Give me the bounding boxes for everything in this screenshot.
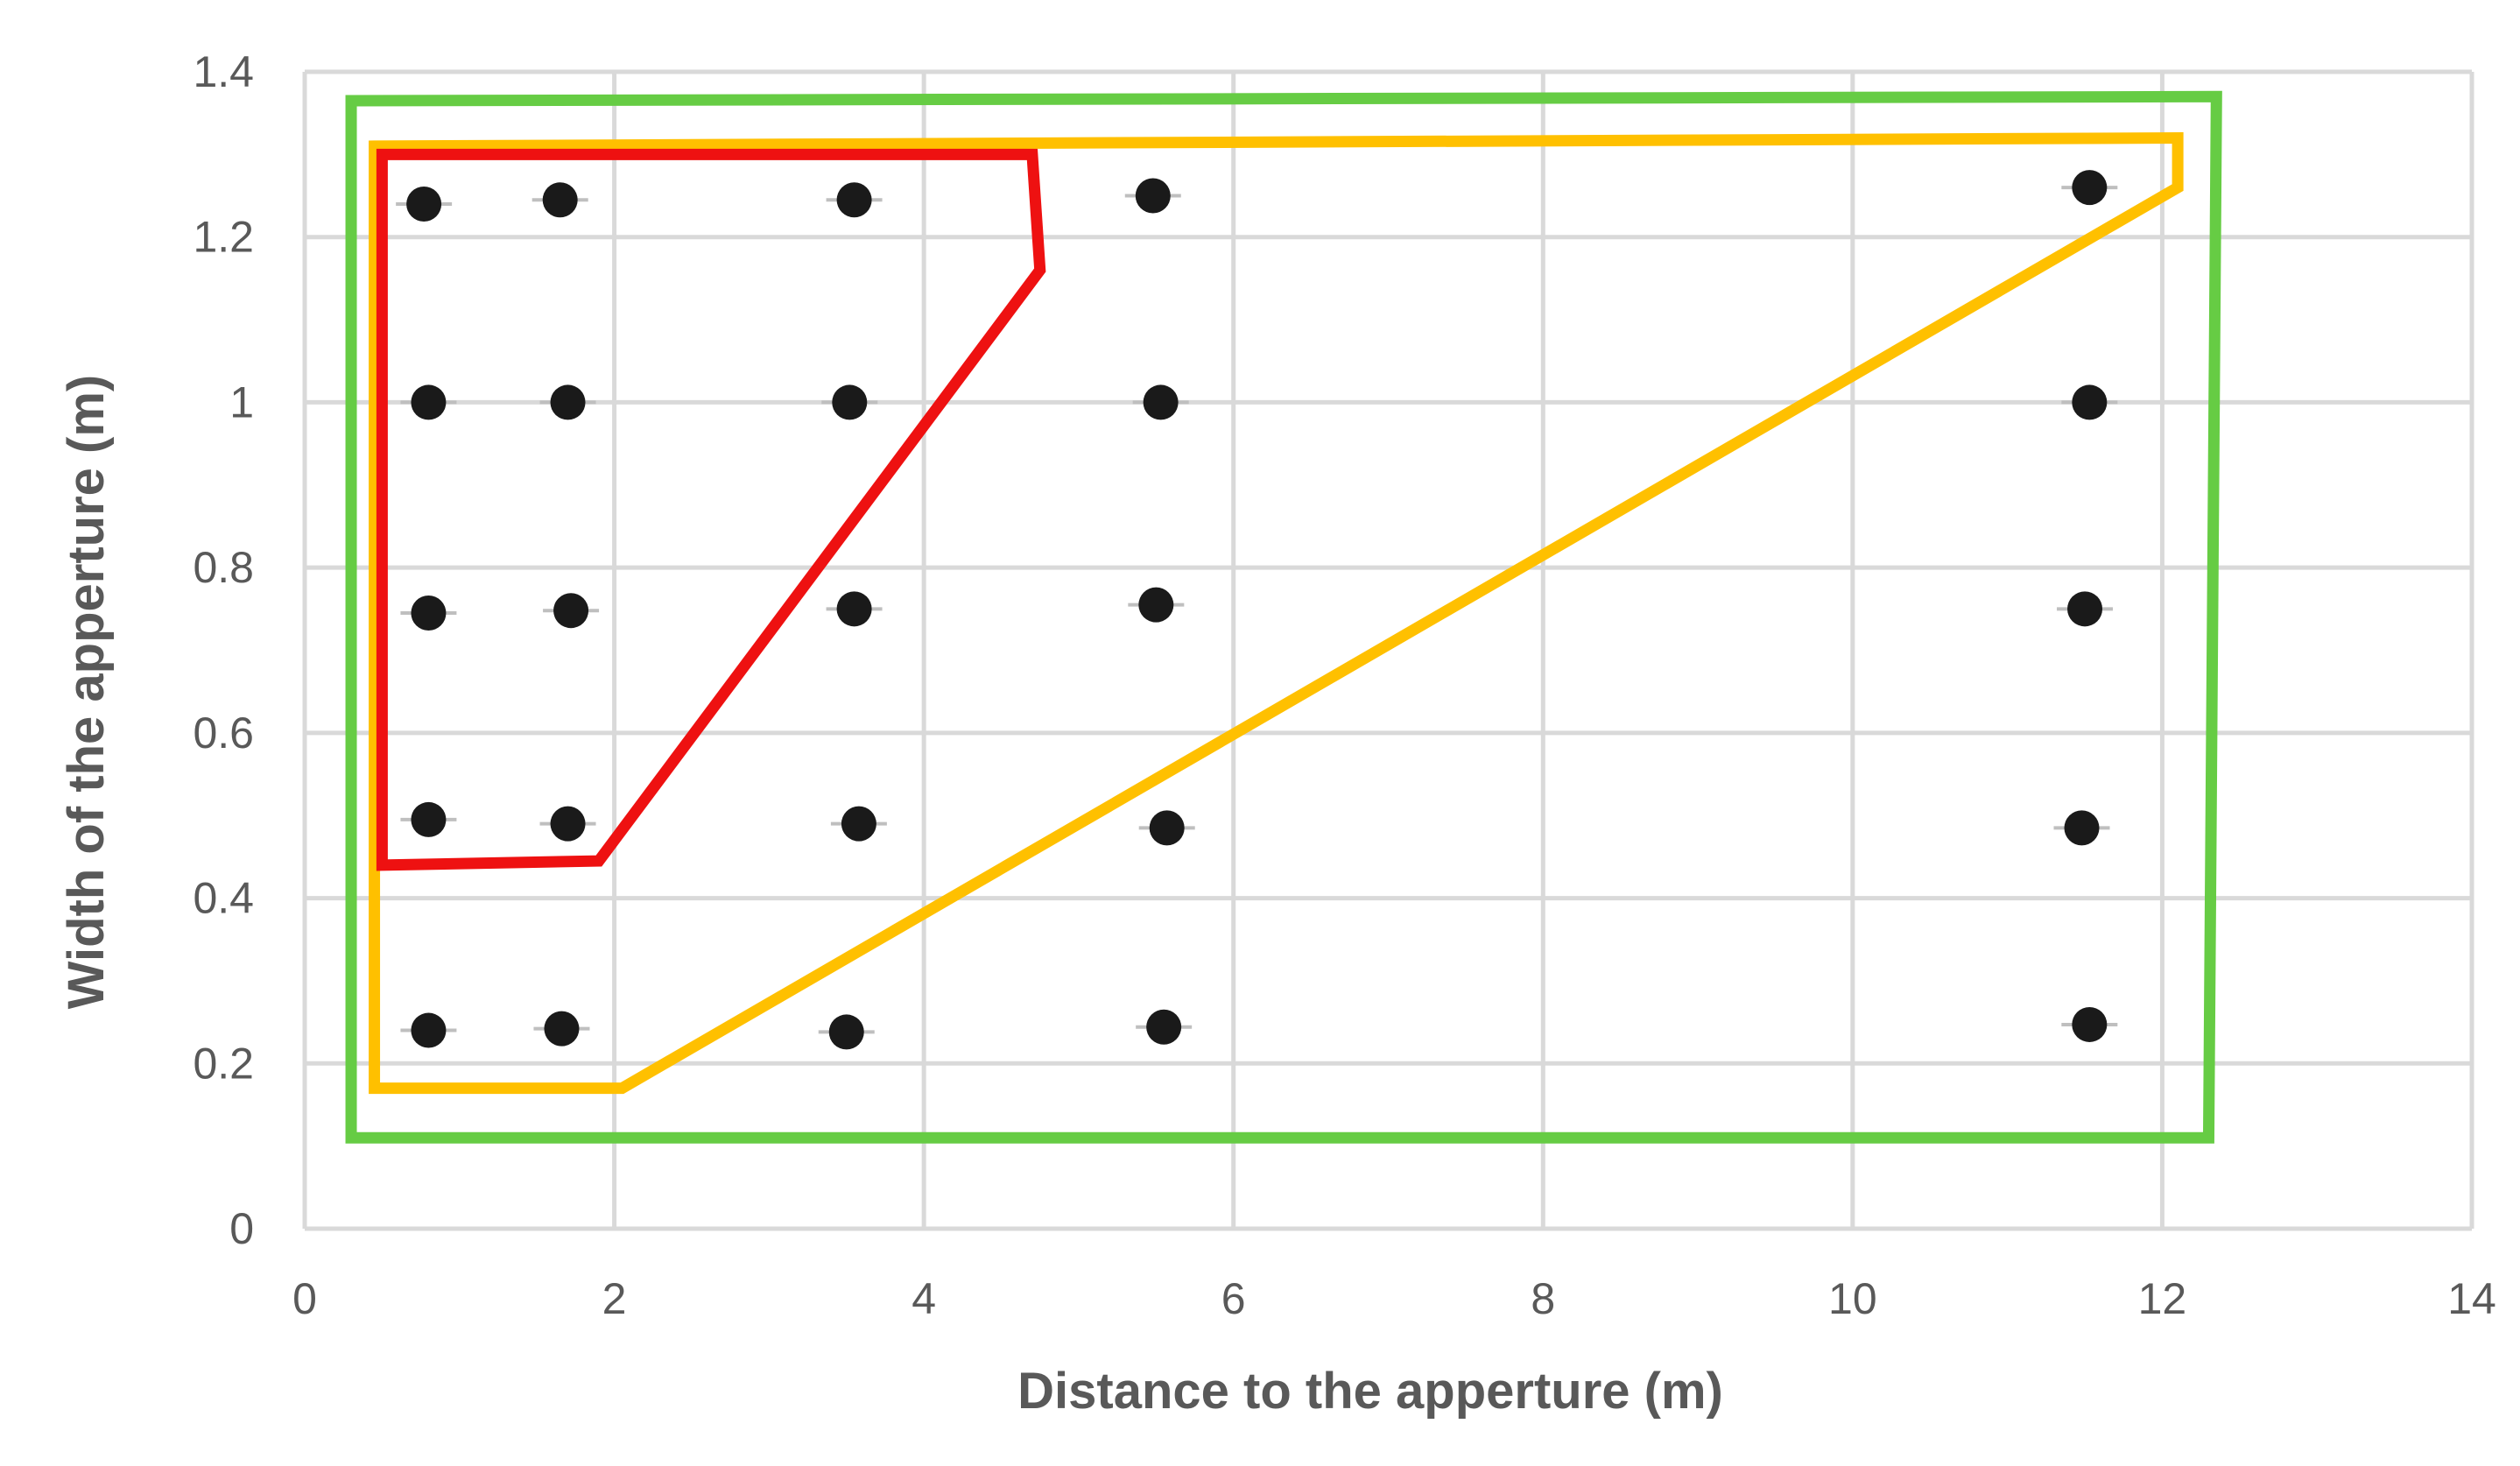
data-point [2064,810,2100,846]
data-point [1138,587,1174,623]
data-point [2067,591,2103,627]
x-tick-label: 6 [1221,1274,1246,1323]
y-tick-label: 0 [229,1204,254,1253]
x-tick-label: 12 [2138,1274,2187,1323]
data-point [1149,810,1185,846]
y-tick-label: 1 [229,377,254,426]
data-point [411,1012,447,1048]
region-outline [376,148,1046,871]
y-tick-label: 0.4 [193,874,254,923]
data-point [2072,170,2108,206]
grid [302,69,2474,1231]
data-point [841,806,876,842]
region-outline [369,131,2184,1095]
data-point [542,182,578,218]
tick-labels: 0 0.2 0.4 0.6 0.8 1 1.2 1.4 0 2 4 6 8 10 12 14 [193,47,2495,1323]
region-outlines [345,90,2222,1144]
x-tick-label: 10 [1828,1274,1877,1323]
data-point [1143,384,1179,420]
data-point [550,384,586,420]
x-tick-label: 2 [602,1274,627,1323]
x-tick-label: 4 [912,1274,936,1323]
data-point [836,182,872,218]
y-tick-label: 0.6 [193,708,254,758]
data-point [553,593,589,629]
region-outline [345,90,2222,1144]
data-point [411,596,447,631]
data-point [1146,1009,1182,1045]
y-tick-label: 0.2 [193,1039,254,1088]
y-tick-label: 1.4 [193,47,254,96]
y-tick-label: 0.8 [193,543,254,592]
data-point [836,591,872,627]
data-point [550,806,586,842]
data-point [411,384,447,420]
data-point [2072,384,2108,420]
x-tick-label: 14 [2447,1274,2496,1323]
data-point [828,1014,864,1050]
data-point [406,186,442,222]
data-point [411,801,447,837]
x-tick-label: 0 [292,1274,317,1323]
data-point [1135,178,1171,214]
x-tick-label: 8 [1531,1274,1555,1323]
data-point [832,384,868,420]
y-tick-label: 1.2 [193,213,254,262]
data-point [2072,1006,2108,1042]
x-axis-title: Distance to the apperture (m) [1017,1363,1723,1420]
data-points [396,170,2118,1050]
data-point [544,1011,580,1047]
y-axis-title: Width of the apperture (m) [58,375,115,1009]
